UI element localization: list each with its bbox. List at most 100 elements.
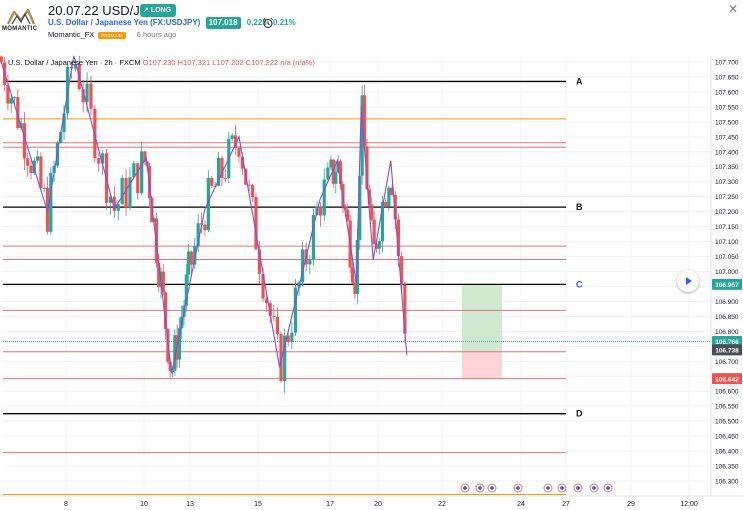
candle-body: [132, 163, 136, 178]
candle-body: [362, 95, 367, 147]
candle-body: [338, 161, 343, 185]
y-axis-label: 107.550: [715, 104, 739, 111]
candle-body: [81, 89, 85, 103]
y-axis-label: 107.500: [715, 119, 739, 126]
candle-body: [12, 97, 17, 99]
candle-body: [29, 165, 33, 174]
candle-body: [164, 292, 168, 330]
chart-legend: U.S. Dollar / Japanese Yen · 2h · FXCM O…: [8, 58, 315, 67]
close-icon[interactable]: ✕: [727, 2, 739, 16]
y-axis-label: 107.200: [715, 209, 739, 216]
event-flag-dot: [478, 486, 482, 490]
candle-body: [62, 113, 66, 133]
candle-body: [319, 206, 323, 216]
x-axis-label: 15: [254, 501, 262, 508]
candle-body: [206, 177, 210, 231]
zigzag-line: [0, 55, 408, 374]
candle-body: [136, 163, 140, 194]
candle-body: [6, 84, 10, 104]
candle-body: [326, 167, 330, 180]
candle-body: [393, 194, 397, 220]
author-name[interactable]: Momantic_FX: [48, 30, 95, 39]
premium-badge: PREMIUM: [98, 31, 126, 39]
candle-body: [128, 177, 132, 208]
candle-body: [329, 159, 333, 168]
candle-body: [187, 251, 191, 275]
candle-body: [150, 198, 154, 223]
event-flag-dot: [560, 486, 564, 490]
candle-body: [101, 153, 105, 164]
idea-title: 20.07.22 USD/JPY: [48, 3, 158, 18]
symbol-link[interactable]: U.S. Dollar / Japanese Yen (FX:USDJPY): [48, 18, 201, 27]
price-chart[interactable]: 8 10 13 15 17 20 22 24 27 29 12:00 A B C D 107.700 107.6…: [0, 50, 743, 510]
candle-body: [247, 184, 251, 186]
y-axis-label: 106.300: [715, 479, 739, 486]
stop-zone: [462, 351, 502, 379]
candle-body: [346, 209, 350, 221]
candle-body: [26, 158, 30, 166]
candle-body: [161, 271, 165, 293]
candle-body: [42, 187, 46, 189]
candle-body: [223, 178, 227, 180]
candle-body: [210, 177, 214, 186]
y-axis-label: 107.650: [715, 74, 739, 81]
candle-body: [216, 157, 221, 186]
target-zone: [462, 284, 502, 352]
x-axis-label: 8: [64, 501, 68, 508]
y-axis-label: 106.500: [715, 419, 739, 426]
candle-body: [387, 187, 391, 207]
candle-body: [16, 97, 20, 129]
y-axis-label: 106.550: [715, 404, 739, 411]
y-axis-label: 106.800: [715, 329, 739, 336]
price-change: 0.225: [246, 18, 267, 27]
alarm-clock-icon[interactable]: [262, 17, 274, 29]
x-axis-label: 12:00: [680, 501, 698, 508]
candle-body: [9, 98, 13, 104]
candle-body: [283, 335, 287, 382]
logo-text: MOMANTIC: [2, 26, 38, 32]
candle-body: [168, 361, 172, 371]
level-label-b: B: [576, 202, 583, 212]
candle-body: [396, 219, 401, 257]
y-axis-label: 107.100: [715, 239, 739, 246]
candle-body: [311, 214, 316, 260]
play-button[interactable]: [677, 270, 699, 292]
candle-body: [73, 64, 77, 69]
candle-body: [370, 204, 374, 220]
chart-area[interactable]: 8 10 13 15 17 20 22 24 27 29 12:00 A B C D 107.700 107.6…: [0, 50, 743, 510]
candle-body: [143, 151, 147, 162]
candle-body: [265, 298, 269, 304]
legend-ohlc: O107.230 H107.321 L107.202 C107.222 n/a …: [142, 58, 315, 67]
candle-body: [384, 202, 388, 207]
x-axis-label: 27: [562, 501, 570, 508]
author-line: Momantic_FX PREMIUM 6 hours ago: [48, 30, 176, 40]
y-axis-label: 106.900: [715, 299, 739, 306]
candle-body: [268, 303, 272, 317]
y-axis-label: 106.700: [715, 359, 739, 366]
candle-body: [39, 156, 43, 189]
x-axis-label: 24: [517, 501, 525, 508]
candle-body: [372, 219, 376, 245]
event-flag-dot: [516, 486, 520, 490]
y-axis-label: 106.400: [715, 449, 739, 456]
candle-body: [275, 316, 280, 335]
long-badge: ↗ LONG: [140, 4, 177, 17]
candle-body: [85, 83, 89, 103]
candle-body: [254, 197, 258, 250]
candle-body: [343, 206, 347, 210]
price-tag-target: [712, 278, 742, 290]
price-tag-label-stop: 106.642: [715, 376, 739, 383]
candle-body: [272, 316, 276, 318]
candle-body: [240, 156, 244, 169]
candle-body: [97, 158, 101, 164]
candle-body: [203, 224, 207, 231]
long-badge-label: LONG: [150, 7, 172, 14]
candle-body: [353, 282, 357, 294]
event-flag-dot: [463, 486, 467, 490]
candle-body: [237, 147, 241, 157]
candle-body: [367, 189, 371, 205]
price-change-percent: 0.21%: [273, 18, 296, 27]
play-icon: [686, 277, 692, 285]
y-axis-label: 107.400: [715, 149, 739, 156]
candle-body: [233, 135, 238, 148]
